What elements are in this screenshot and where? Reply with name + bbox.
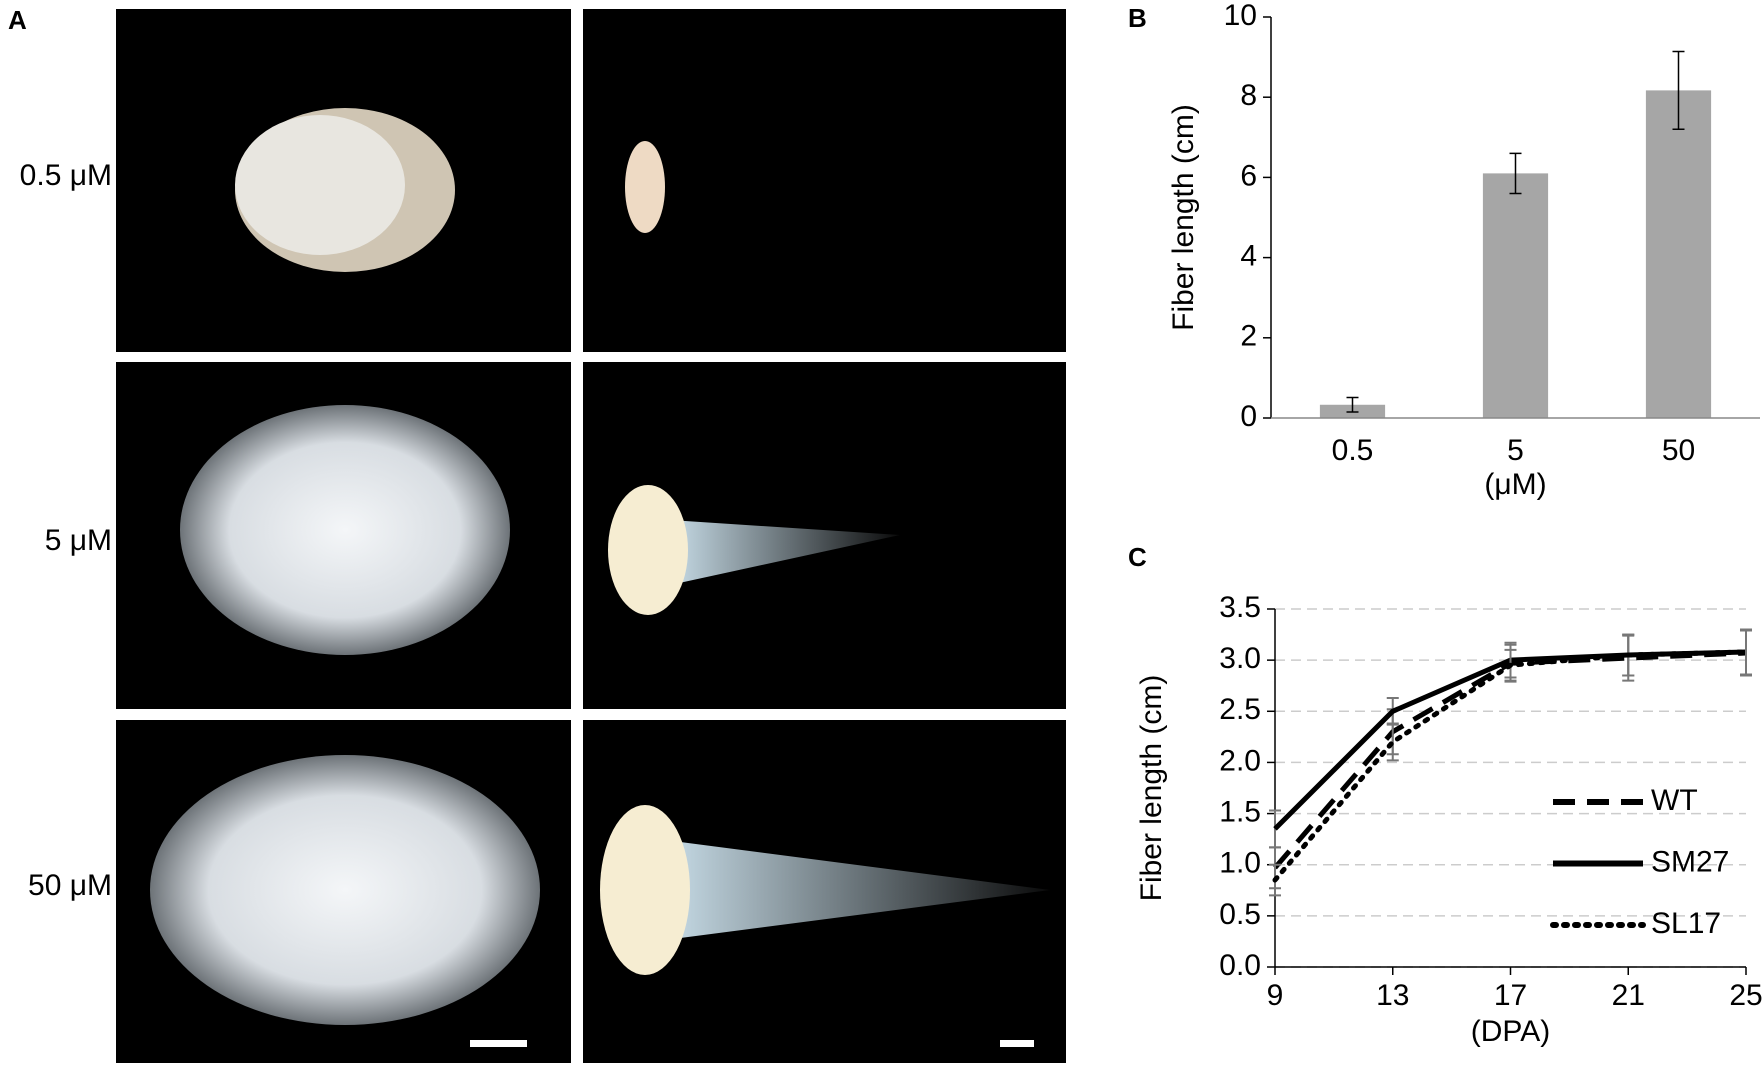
y-tick-label: 3.5 [1219, 591, 1261, 624]
series-line [1272, 649, 1749, 883]
x-tick-label: 5 [1507, 434, 1524, 467]
error-bar [1672, 50, 1685, 131]
panel-a: A 0.5 μM 5 μM 50 μM [8, 5, 1066, 1063]
bar [1645, 90, 1712, 419]
legend-label: WT [1651, 784, 1698, 817]
error-bar [1740, 628, 1752, 676]
scale-bar [470, 1040, 527, 1047]
bar [1482, 173, 1549, 418]
x-tick-label: 21 [1612, 979, 1645, 1012]
legend-label: SM27 [1651, 845, 1729, 878]
y-tick-label: 2.5 [1219, 693, 1261, 726]
y-axis-label: Fiber length (cm) [1167, 104, 1200, 331]
y-tick-label: 2.0 [1219, 744, 1261, 777]
y-tick-label: 1.0 [1219, 847, 1261, 880]
panel-letter: B [1128, 3, 1147, 33]
x-tick-label: 17 [1494, 979, 1527, 1012]
fiber [670, 520, 900, 585]
y-tick-label: 1.5 [1219, 795, 1261, 828]
row-label: 50 μM [28, 869, 112, 902]
legend-label: SL17 [1651, 907, 1721, 940]
x-axis-label: (μM) [1484, 468, 1546, 501]
panel-letter: C [1128, 542, 1147, 572]
ovule [600, 805, 690, 975]
error-bar [1509, 152, 1522, 195]
x-tick-label: 0.5 [1332, 434, 1374, 467]
y-tick-label: 8 [1240, 79, 1257, 112]
x-tick-label: 50 [1662, 434, 1695, 467]
y-tick-label: 3.0 [1219, 642, 1261, 675]
row-label: 0.5 μM [20, 159, 112, 192]
y-tick-label: 2 [1240, 320, 1257, 353]
ovule [608, 485, 688, 615]
scale-bar [1000, 1040, 1034, 1047]
error-bar [1346, 396, 1359, 413]
y-tick-label: 0 [1240, 400, 1257, 433]
y-tick-label: 0.5 [1219, 898, 1261, 931]
x-tick-label: 13 [1376, 979, 1409, 1012]
ovule [625, 141, 665, 233]
x-tick-label: 25 [1729, 979, 1762, 1012]
ovule [235, 115, 405, 255]
row-label: 5 μM [45, 524, 112, 557]
fiber [150, 755, 540, 1025]
fiber [665, 840, 1050, 940]
y-tick-label: 6 [1240, 159, 1257, 192]
y-axis-label: Fiber length (cm) [1135, 675, 1168, 902]
x-axis-label: (DPA) [1471, 1015, 1550, 1048]
x-tick-label: 9 [1267, 979, 1284, 1012]
y-tick-label: 0.0 [1219, 949, 1261, 982]
error-bar [1269, 809, 1281, 849]
y-tick-label: 4 [1240, 240, 1257, 273]
panel-letter: A [8, 5, 27, 35]
fiber [180, 405, 510, 655]
y-tick-label: 10 [1224, 0, 1257, 32]
